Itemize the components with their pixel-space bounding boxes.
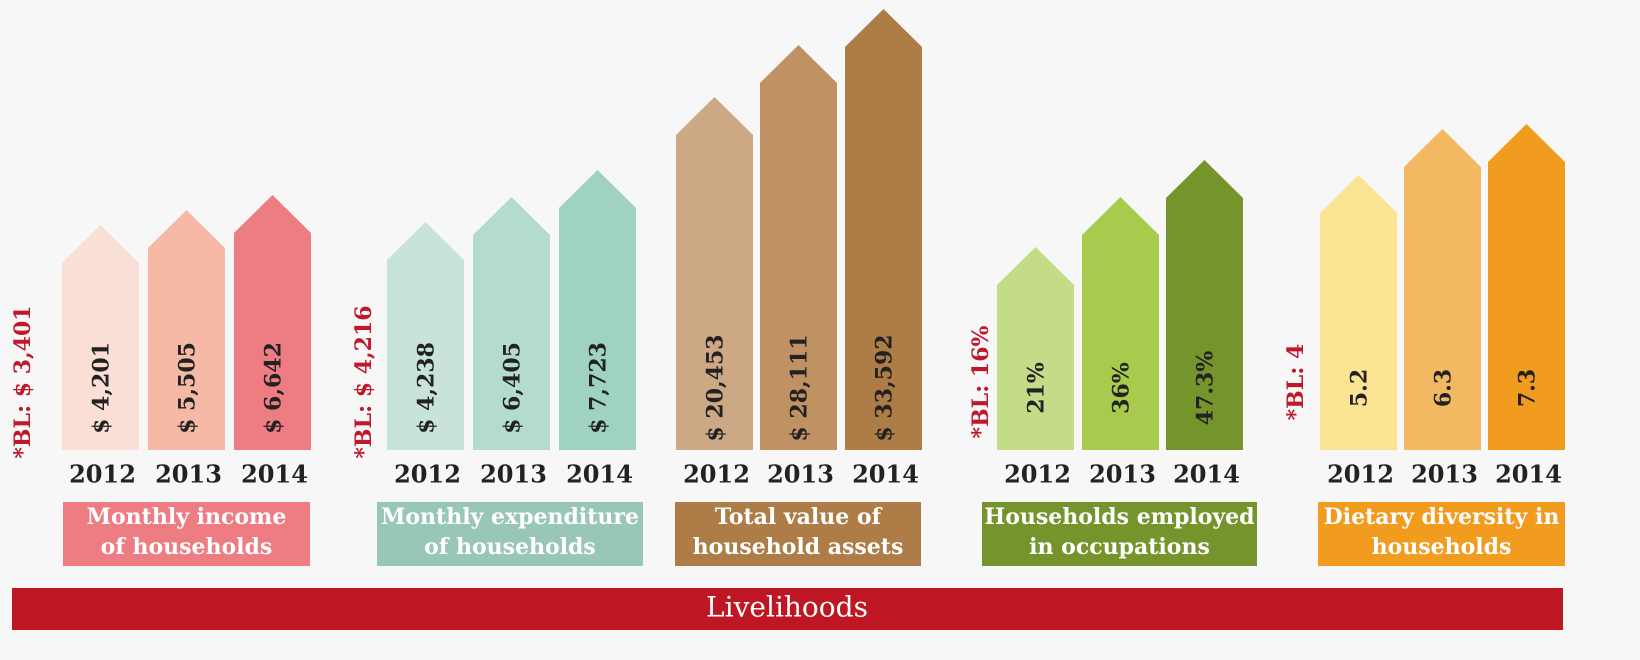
year-label: 2012	[1327, 460, 1394, 489]
year-label: 2013	[767, 460, 834, 489]
footer-title: Livelihoods	[706, 591, 868, 624]
value-label: $ 6,642	[261, 342, 287, 434]
group-title: Dietary diversity in	[1324, 504, 1560, 530]
value-label: $ 20,453	[703, 334, 729, 441]
arrow-bar	[1082, 197, 1159, 450]
baseline-label: *BL: $ 4,216	[351, 305, 377, 458]
arrow-bar	[234, 195, 311, 450]
title-box	[675, 502, 921, 566]
baseline-label: *BL: 4	[1283, 344, 1309, 421]
year-label: 2014	[1173, 460, 1240, 489]
baseline-label: *BL: $ 3,401	[10, 305, 36, 458]
year-label: 2013	[480, 460, 547, 489]
year-label: 2014	[852, 460, 919, 489]
value-label: 21%	[1024, 362, 1050, 414]
title-box	[377, 502, 643, 566]
arrow-bar	[1488, 124, 1565, 450]
year-label: 2012	[683, 460, 750, 489]
value-label: $ 7,723	[586, 342, 612, 434]
value-label: 36%	[1109, 362, 1135, 414]
value-label: 6.3	[1431, 369, 1457, 407]
arrow-bar	[559, 170, 636, 450]
group-title: Households employed	[984, 504, 1254, 530]
group-title: in occupations	[1029, 534, 1210, 560]
year-label: 2014	[241, 460, 308, 489]
baseline-label: *BL: 16%	[968, 325, 994, 438]
footer-band	[12, 588, 1563, 630]
year-label: 2013	[1411, 460, 1478, 489]
group-title: household assets	[693, 534, 904, 560]
value-label: $ 33,592	[872, 334, 898, 441]
year-label: 2014	[566, 460, 633, 489]
value-label: 47.3%	[1193, 351, 1219, 426]
year-label: 2012	[69, 460, 136, 489]
value-label: 7.3	[1515, 369, 1541, 407]
title-box	[1318, 502, 1565, 566]
group-title: households	[1372, 534, 1512, 560]
value-label: $ 4,238	[414, 342, 440, 434]
year-label: 2014	[1495, 460, 1562, 489]
group-title: Monthly expenditure	[381, 504, 639, 530]
year-label: 2012	[1004, 460, 1071, 489]
value-label: 5.2	[1347, 369, 1373, 407]
year-label: 2013	[155, 460, 222, 489]
value-label: $ 4,201	[89, 342, 115, 434]
title-box	[63, 502, 310, 566]
year-label: 2012	[394, 460, 461, 489]
value-label: $ 6,405	[500, 342, 526, 434]
value-label: $ 28,111	[787, 334, 813, 441]
year-label: 2013	[1089, 460, 1156, 489]
arrow-bar	[1320, 175, 1397, 450]
arrow-bar	[845, 9, 922, 450]
arrow-bar	[760, 45, 837, 450]
value-label: $ 5,505	[175, 342, 201, 434]
title-box	[982, 502, 1257, 566]
arrow-bar	[676, 97, 753, 450]
group-title: Total value of	[715, 504, 883, 530]
arrow-bar	[62, 225, 139, 450]
arrow-bar	[387, 222, 464, 450]
arrow-bar	[473, 197, 550, 450]
arrow-bar	[148, 210, 225, 450]
arrow-bar	[997, 247, 1074, 450]
arrow-bar	[1166, 160, 1243, 450]
arrow-bar	[1404, 129, 1481, 450]
group-title: of households	[101, 534, 273, 560]
group-title: of households	[424, 534, 596, 560]
group-title: Monthly income	[87, 504, 287, 530]
